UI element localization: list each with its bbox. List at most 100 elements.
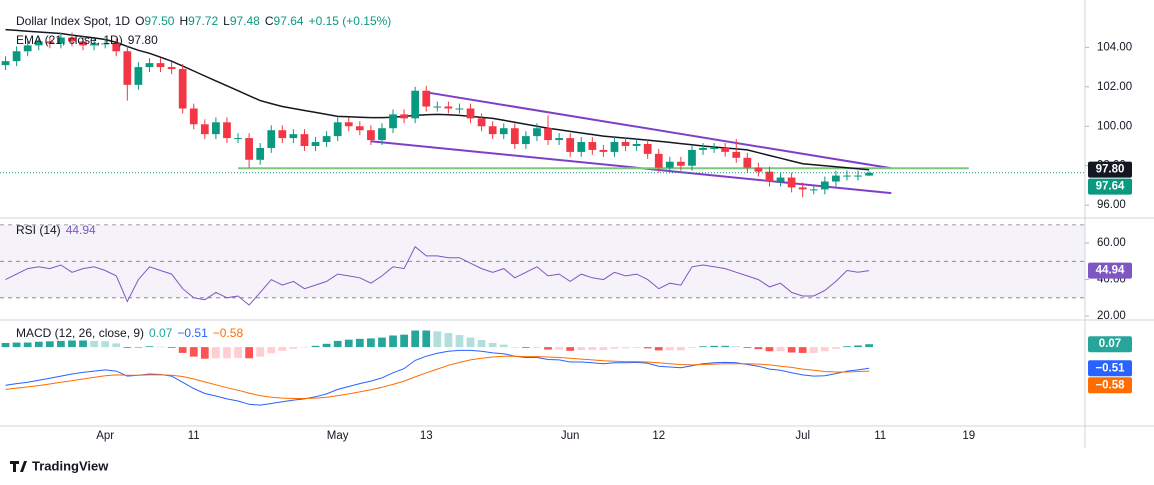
- candle-body: [167, 67, 176, 70]
- histogram-bar: [732, 346, 741, 348]
- candle-body: [123, 51, 132, 85]
- chart-title: Dollar Index Spot, 1D: [16, 14, 130, 28]
- rsi-value: 44.94: [66, 223, 96, 237]
- histogram-bar: [189, 347, 198, 357]
- candle-body: [665, 161, 674, 168]
- candle-body: [632, 144, 641, 146]
- histogram-bar: [843, 346, 851, 348]
- histogram-bar: [721, 345, 730, 348]
- brand: TradingView: [10, 458, 109, 473]
- candle-body: [466, 108, 475, 119]
- candle-body: [79, 41, 87, 46]
- histogram-bar: [355, 338, 364, 348]
- histogram-bar: [422, 330, 431, 348]
- histogram-bar: [112, 343, 121, 348]
- axis-tag-label: −0.51: [1095, 362, 1125, 374]
- macd-value: −0.51: [177, 326, 208, 340]
- histogram-bar: [854, 345, 862, 348]
- histogram-bar: [311, 345, 320, 348]
- y-tick-label: 60.00: [1097, 237, 1126, 249]
- histogram-bar: [333, 340, 342, 348]
- histogram-bar: [300, 347, 309, 348]
- histogram-bar: [544, 347, 552, 350]
- histogram-bar: [754, 347, 763, 350]
- candle-body: [223, 122, 231, 139]
- x-tick-label: Jun: [561, 430, 580, 442]
- histogram-bar: [710, 345, 718, 348]
- histogram-bar: [23, 342, 32, 348]
- histogram-bar: [234, 347, 242, 358]
- candle-body: [765, 171, 774, 182]
- histogram-bar: [654, 347, 663, 351]
- candle-body: [820, 181, 829, 190]
- histogram-bar: [488, 342, 497, 348]
- candle-body: [422, 90, 431, 107]
- macd-legend: MACD (12, 26, close, 9) 0.07 −0.51 −0.58: [16, 326, 243, 340]
- histogram-bar: [798, 347, 807, 353]
- histogram-bar: [411, 330, 420, 348]
- histogram-bar: [57, 340, 65, 348]
- candle-body: [832, 175, 840, 182]
- histogram-bar: [820, 347, 829, 352]
- histogram-bar: [289, 347, 298, 349]
- candle-body: [699, 147, 707, 150]
- histogram-bar: [223, 347, 231, 359]
- histogram-bar: [322, 343, 331, 348]
- candle-body: [322, 136, 331, 143]
- candle-body: [178, 69, 187, 109]
- histogram-bar: [477, 340, 486, 348]
- candle-body: [621, 142, 630, 146]
- axis-tag-label: 0.07: [1099, 338, 1121, 350]
- candle-body: [234, 138, 242, 140]
- histogram-bar: [145, 346, 154, 348]
- candle-body: [588, 142, 597, 150]
- candle-body: [23, 45, 32, 52]
- candle-body: [389, 114, 397, 129]
- brand-logo: [10, 461, 27, 472]
- histogram-bar: [367, 338, 375, 348]
- candle-body: [411, 90, 420, 119]
- candle-body: [145, 63, 154, 68]
- histogram-bar: [433, 331, 442, 348]
- axis-tag: [1088, 377, 1132, 394]
- axis: 96.0098.00100.00102.00104.0020.0040.0060…: [96, 41, 1132, 442]
- ohlc-value: 97.48: [230, 14, 260, 28]
- histogram-bar: [677, 347, 685, 351]
- histogram-bar: [34, 341, 43, 348]
- ohlc-label: H: [179, 14, 188, 28]
- histogram-bar: [632, 347, 641, 348]
- histogram-bar: [499, 344, 508, 348]
- histogram-bar: [79, 340, 87, 348]
- candle-body: [278, 130, 287, 139]
- histogram-bar: [688, 347, 696, 348]
- histogram-bar: [344, 339, 353, 348]
- histogram-bar: [577, 347, 586, 351]
- histogram-bar: [389, 335, 397, 348]
- axis-tag-label: 97.64: [1096, 181, 1125, 193]
- y-tick-label: 20.00: [1097, 310, 1126, 322]
- candle-body: [555, 138, 563, 141]
- histogram-bar: [12, 342, 21, 348]
- histogram-bar: [743, 347, 752, 348]
- series-line: [5, 355, 870, 399]
- histogram-bar: [555, 347, 563, 350]
- histogram-bar: [45, 341, 54, 348]
- histogram-bar: [212, 347, 220, 359]
- candle-body: [566, 138, 575, 152]
- x-tick-label: 12: [652, 430, 665, 442]
- candle-body: [488, 126, 497, 135]
- histogram-bar: [267, 347, 276, 354]
- candle-body: [743, 157, 752, 168]
- candle-body: [333, 122, 342, 137]
- candle-body: [68, 37, 76, 42]
- candle-body: [12, 51, 21, 62]
- x-tick-label: 13: [420, 430, 433, 442]
- candle-body: [577, 142, 586, 152]
- ema-value: 97.80: [128, 33, 158, 47]
- candle-body: [654, 153, 663, 168]
- plot-area: [0, 28, 1085, 406]
- histogram-bar: [621, 347, 630, 349]
- x-tick-label: May: [327, 430, 349, 442]
- histogram-bar: [776, 347, 785, 352]
